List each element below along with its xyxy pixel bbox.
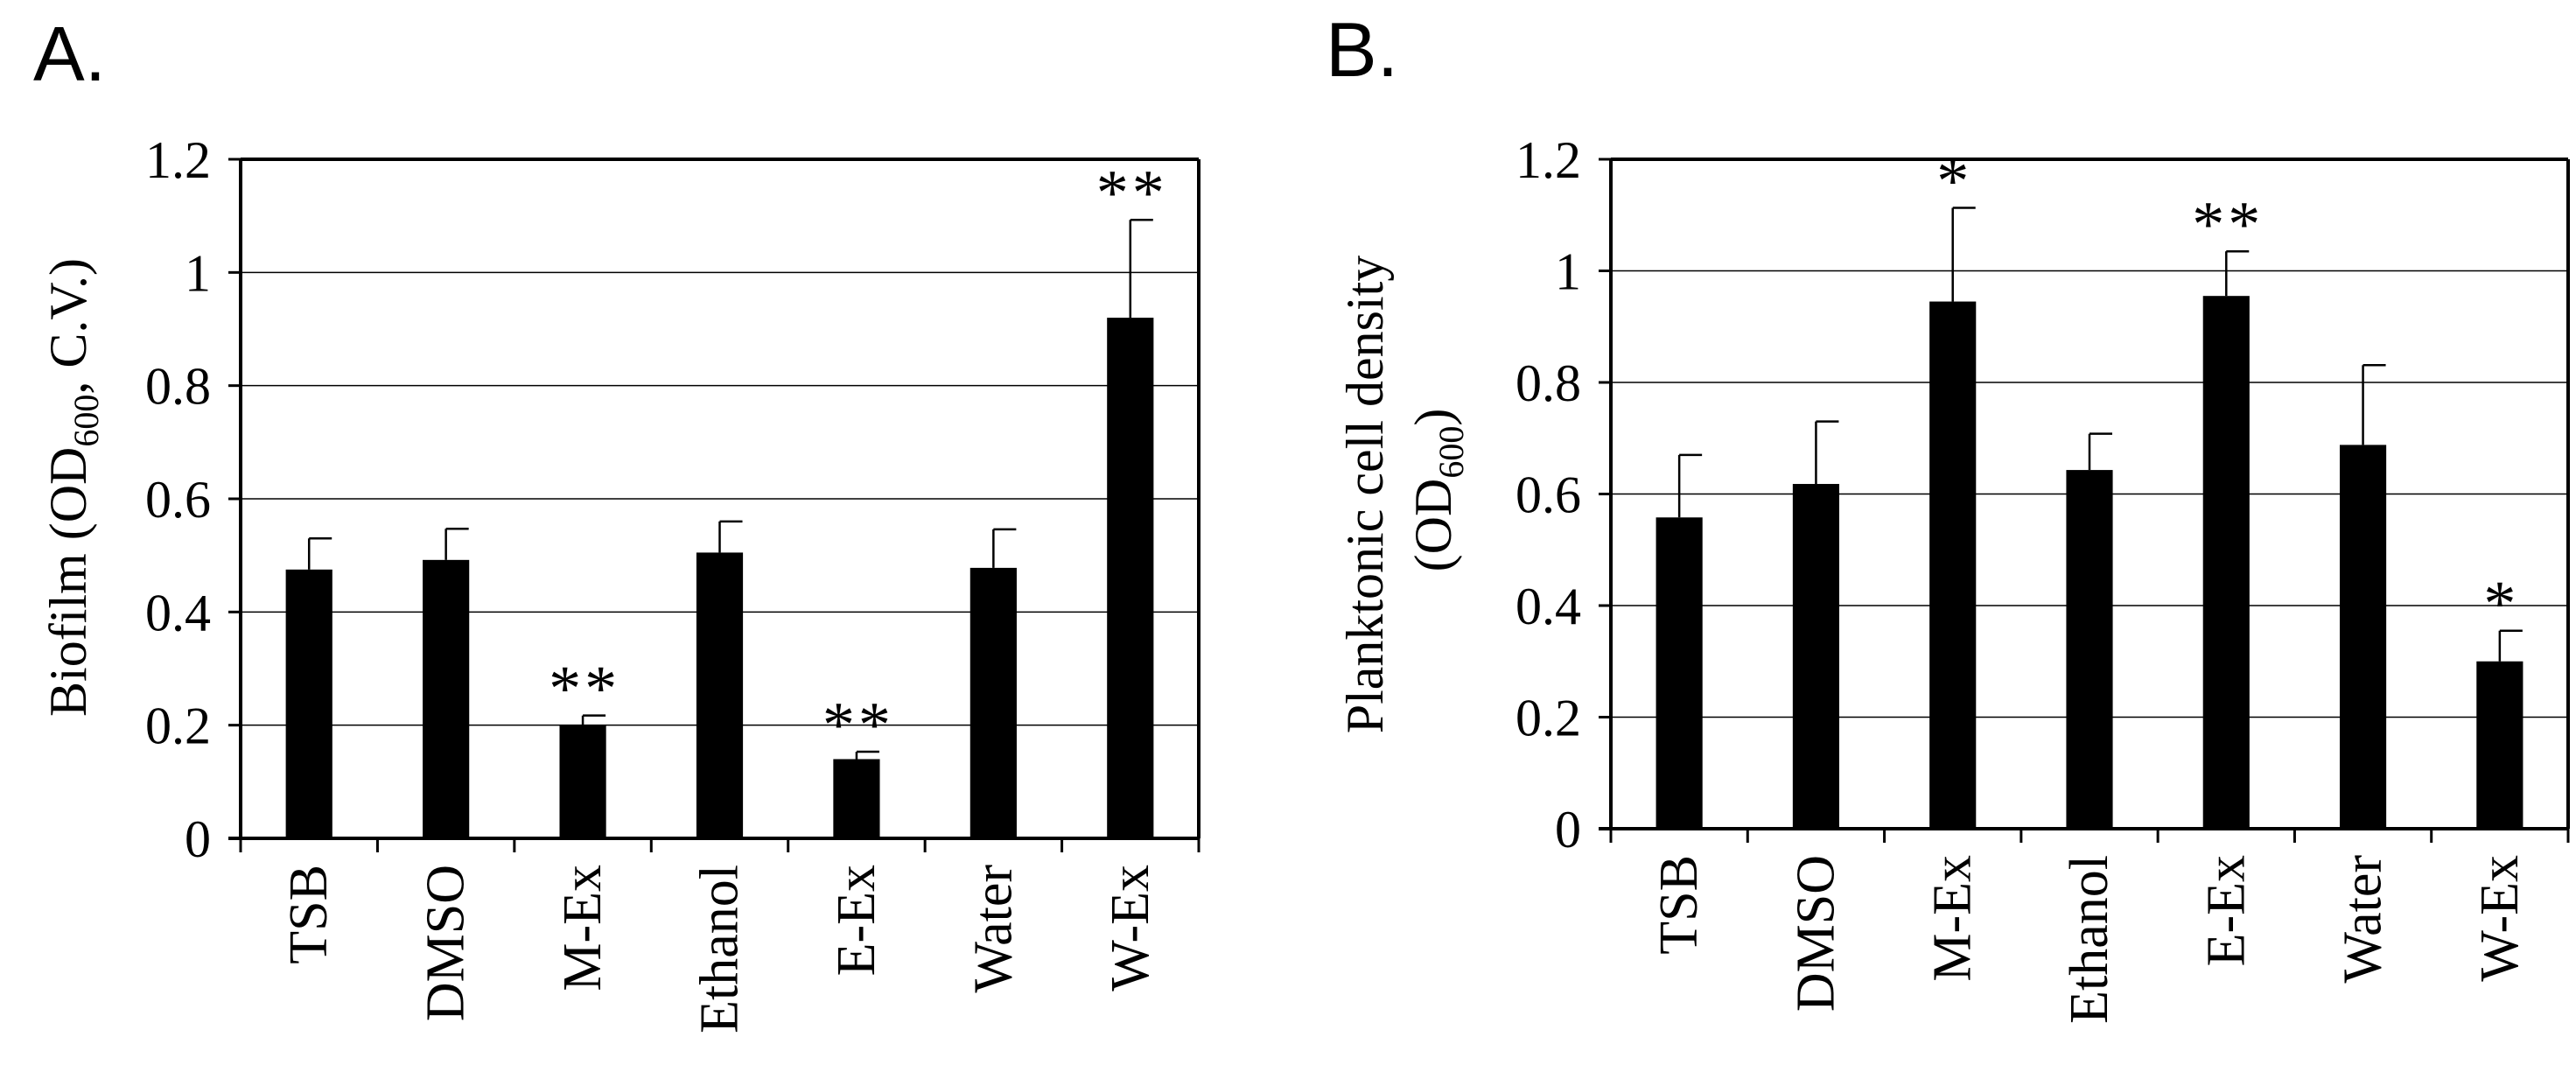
b-x-label-ethanol: Ethanol xyxy=(2060,855,2119,1024)
b-significance-marker: * xyxy=(2483,569,2519,641)
b-significance-marker: * xyxy=(1936,145,1972,217)
a-y-tick-label: 0 xyxy=(185,810,211,868)
a-x-label-water: Water xyxy=(963,865,1023,993)
b-bar-tsb xyxy=(1656,517,1703,829)
a-significance-marker: ** xyxy=(822,690,894,761)
a-x-label-ethanol: Ethanol xyxy=(690,865,750,1033)
panel-a-plot: ** ** ** 0 0.2 0.4 0.6 0.8 1 1.2 TSB DMSO M-Ex Ethano… xyxy=(145,131,1200,1033)
a-x-label-m-ex: M-Ex xyxy=(553,865,612,991)
b-y-tick-label: 1.2 xyxy=(1516,131,1581,189)
a-x-label-e-ex: E-Ex xyxy=(827,865,886,976)
panel-a: A. Biofilm (OD600, C.V.) ** ** ** 0 0.2 0.4 0.… xyxy=(33,11,1200,1033)
a-bar-ethanol xyxy=(696,552,744,838)
b-x-label-water: Water xyxy=(2334,855,2393,984)
panel-b-ylabel-subscript: 600 xyxy=(1432,426,1471,479)
b-bar-ethanol xyxy=(2066,470,2113,829)
b-x-label-w-ex: W-Ex xyxy=(2470,855,2530,982)
b-x-label-m-ex: M-Ex xyxy=(1923,855,1983,982)
a-bar-e-ex xyxy=(833,759,880,838)
panel-b-ylabel-line1: Planktonic cell density xyxy=(1336,256,1394,734)
a-x-label-dmso: DMSO xyxy=(416,865,476,1021)
a-bar-m-ex xyxy=(559,725,606,838)
b-y-tick-label: 0 xyxy=(1555,801,1581,858)
b-bar-dmso xyxy=(1792,484,1839,829)
panel-a-ylabel-subscript: 600 xyxy=(66,395,106,447)
a-significance-marker: ** xyxy=(1096,158,1168,229)
a-bar-tsb xyxy=(285,569,332,838)
a-x-label-tsb: TSB xyxy=(279,865,339,964)
b-bar-water xyxy=(2340,445,2387,829)
panel-b: B. Planktonic cell density (OD600) ****0… xyxy=(1326,6,2570,1024)
b-y-tick-label: 0.8 xyxy=(1516,354,1581,412)
b-x-label-dmso: DMSO xyxy=(1786,855,1845,1012)
a-y-tick-label: 0.6 xyxy=(145,471,211,529)
a-bar-w-ex xyxy=(1107,318,1154,839)
b-y-tick-label: 0.2 xyxy=(1516,690,1581,747)
panel-a-ylabel: Biofilm (OD600, C.V.) xyxy=(39,258,106,717)
a-y-tick-label: 1.2 xyxy=(145,131,211,189)
a-significance-marker: ** xyxy=(549,654,620,725)
panel-b-label: B. xyxy=(1326,6,1398,93)
b-y-tick-label: 0.4 xyxy=(1516,578,1581,635)
a-y-tick-label: 0.2 xyxy=(145,697,211,755)
b-bar-e-ex xyxy=(2202,296,2250,829)
a-bar-water xyxy=(970,567,1017,838)
panel-b-ylabel-line2: (OD600) xyxy=(1404,409,1471,572)
b-x-label-tsb: TSB xyxy=(1649,855,1709,955)
a-y-tick-label: 0.8 xyxy=(145,358,211,416)
a-x-label-w-ex: W-Ex xyxy=(1101,865,1160,991)
b-bar-w-ex xyxy=(2476,661,2524,829)
a-y-tick-label: 0.4 xyxy=(145,584,211,641)
a-bar-dmso xyxy=(423,559,470,838)
b-significance-marker: ** xyxy=(2192,189,2264,261)
b-bar-m-ex xyxy=(1929,301,1977,829)
a-y-tick-label: 1 xyxy=(185,244,211,302)
panel-a-label: A. xyxy=(33,11,106,97)
b-y-tick-label: 0.6 xyxy=(1516,466,1581,524)
b-y-tick-label: 1 xyxy=(1555,243,1581,301)
b-x-label-e-ex: E-Ex xyxy=(2196,855,2256,966)
